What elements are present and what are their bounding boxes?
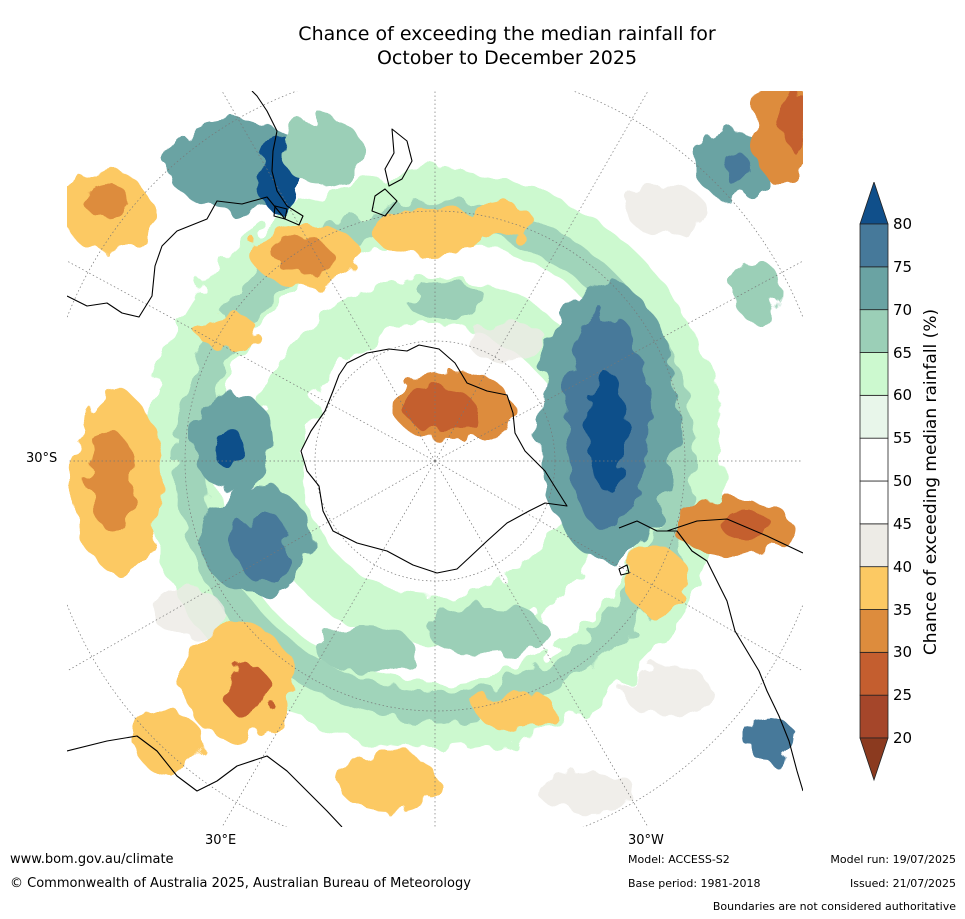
footer-disclaimer: Boundaries are not considered authoritat…	[712, 900, 956, 913]
footer-model: Model: ACCESS-S2	[628, 853, 730, 866]
colorbar	[859, 182, 889, 782]
colorbar-tick-label: 35	[893, 600, 913, 619]
colorbar-segment	[859, 694, 889, 739]
colorbar-tick-label: 70	[893, 300, 913, 319]
colorbar-title: Chance of exceeding median rainfall (%)	[921, 308, 941, 656]
colorbar-over-arrow	[859, 182, 889, 225]
wet-patches	[167, 116, 797, 763]
colorbar-segment	[859, 437, 889, 482]
colorbar-segment	[859, 651, 889, 696]
colorbar-segment	[859, 566, 889, 610]
footer-issued: Issued: 21/07/2025	[849, 877, 956, 890]
colorbar-tick-label: 20	[893, 729, 913, 747]
colorbar-tick-label: 60	[893, 386, 913, 405]
new-zealand-north	[384, 128, 413, 187]
colorbar-tick-label: 75	[893, 257, 913, 276]
colorbar-tick-label: 65	[893, 343, 913, 362]
colorbar-tick-label: 50	[893, 472, 913, 490]
footer-model-run: Model run: 19/07/2025	[830, 853, 956, 866]
near-normal-patches	[152, 186, 712, 811]
tasmania-coast	[273, 205, 288, 220]
coastlines	[67, 91, 803, 827]
dry-patches	[67, 91, 803, 811]
colorbar-segment	[859, 394, 889, 439]
colorbar-tick-label: 40	[893, 557, 913, 576]
map-title: Chance of exceeding the median rainfall …	[0, 22, 965, 70]
lon-label-30e: 30°E	[205, 833, 237, 848]
colorbar-segment	[859, 523, 889, 568]
colorbar-segment	[859, 266, 889, 311]
colorbar-tick-label: 30	[893, 643, 913, 662]
map-canvas	[67, 91, 803, 827]
colorbar-segment	[859, 309, 889, 353]
colorbar-segment	[859, 480, 889, 525]
colorbar-segment	[859, 609, 889, 653]
footer-website[interactable]: www.bom.gov.au/climate	[10, 852, 174, 867]
lat-label-30s: 30°S	[26, 451, 58, 466]
africa-coast	[67, 735, 343, 827]
rainfall-probability-map[interactable]	[67, 91, 803, 827]
colorbar-tick-label: 80	[893, 215, 913, 233]
south-america-coast-east	[666, 518, 803, 554]
title-line-2: October to December 2025	[376, 47, 638, 69]
colorbar-tick-label: 45	[893, 514, 913, 533]
colorbar-tick-label: 25	[893, 686, 913, 705]
colorbar-under-arrow	[859, 737, 889, 782]
new-zealand-south	[371, 188, 398, 217]
title-line-1: Chance of exceeding the median rainfall …	[298, 23, 716, 45]
colorbar-tick-label: 55	[893, 429, 913, 448]
falklands	[618, 564, 630, 576]
footer-copyright: © Commonwealth of Australia 2025, Austra…	[10, 876, 471, 891]
colorbar-segment	[859, 352, 889, 396]
australia-coast	[67, 91, 304, 318]
colorbar-segment	[859, 223, 889, 268]
antarctica-coast	[300, 344, 568, 574]
footer-base-period: Base period: 1981-2018	[628, 877, 761, 890]
lon-label-30w: 30°W	[628, 833, 664, 848]
graticule	[67, 91, 803, 827]
